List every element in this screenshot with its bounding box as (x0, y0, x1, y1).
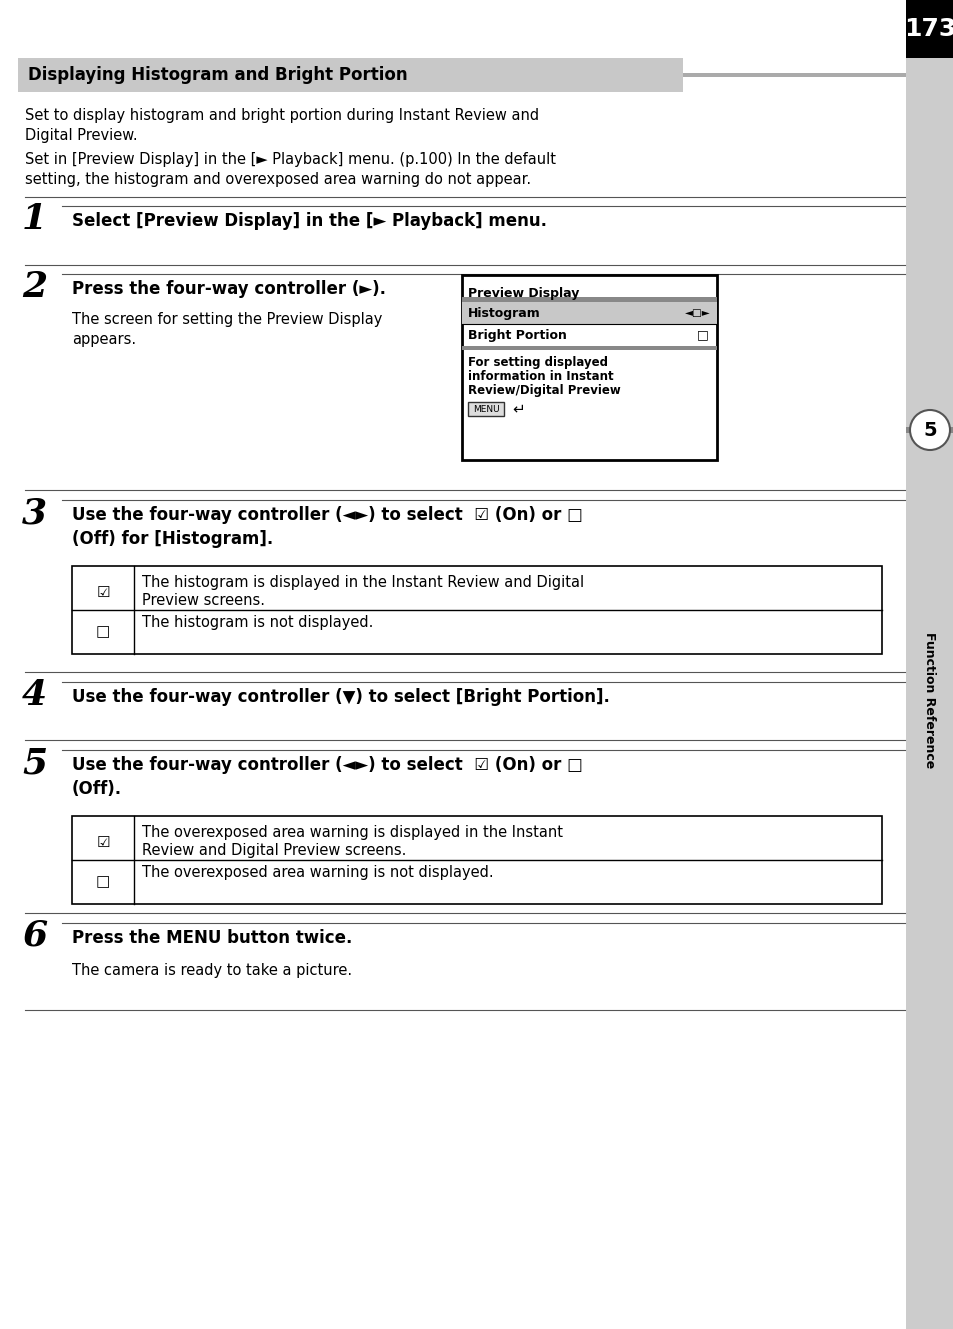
Text: 5: 5 (923, 420, 936, 440)
Text: The camera is ready to take a picture.: The camera is ready to take a picture. (71, 964, 352, 978)
Bar (468, 401, 503, 416)
Text: ↵: ↵ (512, 401, 524, 416)
Text: 6: 6 (22, 918, 47, 953)
Text: The overexposed area warning is not displayed.: The overexposed area warning is not disp… (142, 865, 493, 881)
Text: Review/Digital Preview: Review/Digital Preview (468, 384, 620, 397)
Text: Function Reference: Function Reference (923, 631, 936, 768)
Bar (905, 0, 953, 1329)
Text: 5: 5 (22, 746, 47, 780)
Text: Set in [Preview Display] in the [► Playback] menu. (p.100) In the default: Set in [Preview Display] in the [► Playb… (25, 152, 556, 167)
Text: The histogram is not displayed.: The histogram is not displayed. (142, 615, 373, 630)
Text: Digital Preview.: Digital Preview. (25, 128, 137, 144)
Text: The overexposed area warning is displayed in the Instant: The overexposed area warning is displaye… (142, 825, 562, 840)
Text: setting, the histogram and overexposed area warning do not appear.: setting, the histogram and overexposed a… (25, 171, 531, 187)
Text: Use the four-way controller (◄►) to select  ☑ (On) or □: Use the four-way controller (◄►) to sele… (71, 506, 582, 524)
Text: The screen for setting the Preview Display: The screen for setting the Preview Displ… (71, 312, 382, 327)
Text: 173: 173 (902, 17, 953, 41)
Bar (682, 73, 905, 77)
Text: Select [Preview Display] in the [► Playback] menu.: Select [Preview Display] in the [► Playb… (71, 213, 546, 230)
Text: (Off) for [Histogram].: (Off) for [Histogram]. (71, 530, 273, 548)
Text: Press the MENU button twice.: Press the MENU button twice. (71, 929, 352, 948)
Text: Preview screens.: Preview screens. (142, 593, 265, 607)
Bar (461, 346, 717, 350)
Text: 3: 3 (22, 496, 47, 530)
Bar (461, 302, 717, 324)
Text: Displaying Histogram and Bright Portion: Displaying Histogram and Bright Portion (28, 66, 407, 84)
Text: Bright Portion: Bright Portion (468, 328, 566, 342)
Text: Histogram: Histogram (468, 307, 540, 319)
Circle shape (909, 411, 949, 451)
Text: (Off).: (Off). (71, 780, 122, 797)
Text: Review and Digital Preview screens.: Review and Digital Preview screens. (142, 843, 406, 859)
Text: appears.: appears. (71, 332, 136, 347)
Text: ☑: ☑ (96, 585, 110, 599)
Text: information in Instant: information in Instant (468, 369, 613, 383)
Text: □: □ (697, 328, 708, 342)
Text: 2: 2 (22, 270, 47, 304)
Text: Press the four-way controller (►).: Press the four-way controller (►). (71, 280, 386, 298)
Text: Set to display histogram and bright portion during Instant Review and: Set to display histogram and bright port… (25, 108, 538, 124)
Bar (905, 427, 953, 433)
Text: 1: 1 (22, 202, 47, 237)
Text: Preview Display: Preview Display (468, 287, 578, 299)
Text: ☑: ☑ (96, 835, 110, 849)
Text: 4: 4 (22, 678, 47, 712)
Text: Use the four-way controller (◄►) to select  ☑ (On) or □: Use the four-way controller (◄►) to sele… (71, 756, 582, 773)
Bar (18, 58, 682, 92)
Text: For setting displayed: For setting displayed (468, 356, 607, 369)
Text: □: □ (95, 874, 111, 889)
Text: MENU: MENU (472, 404, 498, 413)
Bar (461, 296, 717, 302)
Text: Use the four-way controller (▼) to select [Bright Portion].: Use the four-way controller (▼) to selec… (71, 688, 609, 706)
Bar (71, 566, 882, 654)
Text: ◄□►: ◄□► (684, 308, 710, 318)
Text: The histogram is displayed in the Instant Review and Digital: The histogram is displayed in the Instan… (142, 575, 583, 590)
Bar (905, 0, 953, 58)
Text: □: □ (95, 625, 111, 639)
Bar (461, 275, 717, 460)
Bar (71, 816, 882, 904)
